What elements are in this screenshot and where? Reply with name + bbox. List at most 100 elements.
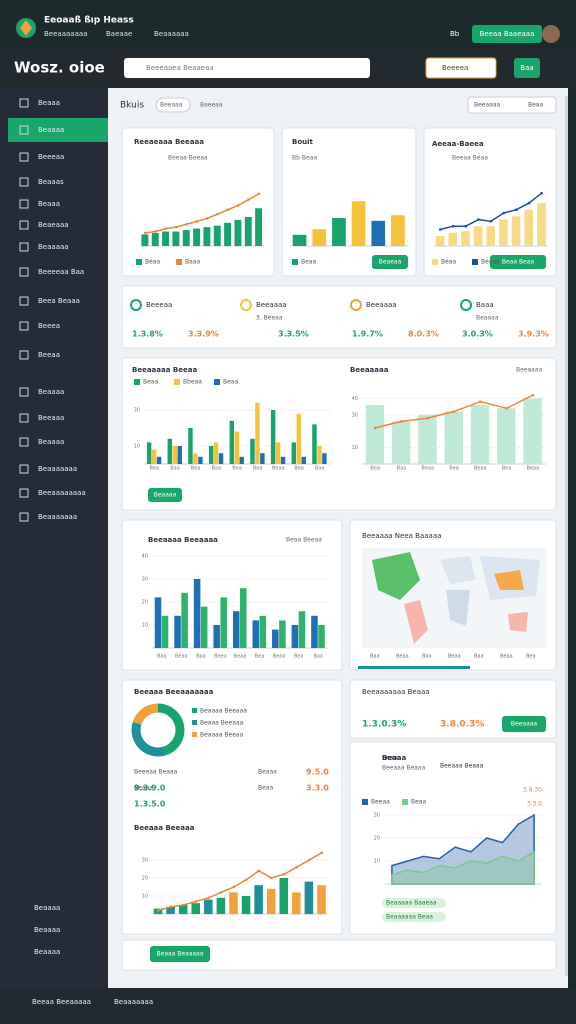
- bar: [280, 456, 286, 464]
- stat-value: 8.0.3%: [408, 330, 439, 339]
- line-point: [182, 903, 185, 907]
- button[interactable]: [472, 25, 542, 43]
- line-point: [295, 865, 298, 869]
- bar: [151, 449, 157, 464]
- sidebar-bottom-item[interactable]: Beaaaa: [34, 904, 60, 912]
- legend-label: Beeaa: [371, 799, 390, 806]
- bar: [241, 896, 251, 914]
- bar: [244, 217, 252, 246]
- bar: [275, 442, 281, 464]
- button[interactable]: [372, 255, 408, 269]
- button[interactable]: [502, 716, 546, 732]
- legend-swatch: [472, 259, 478, 265]
- x-tick-label: Beaa: [527, 466, 540, 472]
- sidebar-item[interactable]: Beea Beaaa: [38, 297, 80, 305]
- filter-dropdown[interactable]: [425, 57, 497, 79]
- sidebar-bottom-item[interactable]: Beaaaa: [34, 948, 60, 956]
- sidebar-item[interactable]: Beaaaa: [38, 438, 64, 446]
- bar: [317, 885, 326, 914]
- line-point: [527, 201, 531, 205]
- y-tick-label: 20: [142, 600, 148, 606]
- bar: [292, 234, 307, 246]
- sort-box[interactable]: [467, 96, 557, 114]
- sidebar-item[interactable]: Beaaa: [38, 99, 60, 107]
- map-region: [494, 570, 524, 590]
- x-tick-label: Beea: [214, 654, 227, 660]
- line-point: [320, 851, 324, 855]
- stat-value: 3.3.5%: [278, 330, 309, 339]
- sidebar-icon: [19, 437, 29, 447]
- sidebar-item[interactable]: Beaaaaa: [38, 243, 69, 251]
- sidebar-item[interactable]: Beaeaaa: [38, 221, 69, 229]
- sidebar-item[interactable]: Beeeeaa Baa: [38, 268, 84, 276]
- bar: [151, 232, 159, 246]
- sidebar-item[interactable]: Beeea: [38, 322, 60, 330]
- sidebar-item[interactable]: Beeaa: [38, 351, 60, 359]
- line-point: [464, 224, 467, 228]
- line-point: [439, 228, 442, 231]
- avatar[interactable]: [542, 25, 560, 43]
- bar: [322, 453, 327, 464]
- sidebar-item[interactable]: Beaaaaaaa: [38, 513, 77, 521]
- bar: [234, 431, 239, 464]
- bar: [162, 231, 170, 246]
- header-tab[interactable]: Beeaaaaaaa: [44, 30, 87, 38]
- y-tick-label: 10: [142, 623, 148, 629]
- sidebar-icon: [19, 413, 29, 423]
- tab[interactable]: [155, 97, 191, 113]
- legend-label: Beaa: [223, 379, 238, 386]
- sidebar-item[interactable]: Beeeaa: [38, 153, 64, 161]
- chart-title: Reeaeaaa Beeaaa: [134, 138, 204, 146]
- sidebar-item[interactable]: Beeaaaaaaaa: [38, 489, 86, 497]
- sidebar-icon: [19, 488, 29, 498]
- bar: [224, 222, 232, 246]
- y-tick-label: 20: [374, 836, 380, 842]
- bar: [291, 625, 299, 648]
- line-point: [216, 212, 219, 216]
- search-box[interactable]: [124, 58, 370, 78]
- line-point: [185, 222, 188, 226]
- donut-stat-value: 3.3.0: [306, 784, 329, 793]
- sidebar-item[interactable]: Beaaaaaaa: [38, 465, 77, 473]
- button[interactable]: [490, 255, 546, 269]
- bar: [204, 899, 213, 914]
- tag-label: Beaaaaa Baaeaa: [386, 900, 437, 907]
- bar: [188, 428, 193, 464]
- bar: [254, 885, 263, 914]
- header-tab[interactable]: Beaaaaaa: [154, 30, 189, 38]
- sidebar: [0, 88, 108, 1024]
- chart-subtitle: Beaa Beeaa: [286, 537, 322, 544]
- bottom-button-label: Beaaa Beaaaaa: [157, 951, 204, 958]
- sidebar-icon: [19, 350, 29, 360]
- line-point: [502, 211, 505, 215]
- bar: [317, 446, 322, 464]
- button[interactable]: [148, 488, 182, 502]
- sidebar-icon: [19, 242, 29, 252]
- sidebar-icon: [19, 152, 29, 162]
- tab-label: Beeaaa: [160, 102, 183, 109]
- line-point: [373, 426, 377, 430]
- sidebar-item[interactable]: Beaaaa: [38, 126, 64, 134]
- button[interactable]: [514, 58, 540, 78]
- scrollbar[interactable]: [565, 96, 568, 976]
- sidebar-item[interactable]: Beeaaa: [38, 414, 64, 422]
- button[interactable]: [150, 946, 210, 962]
- sidebar-item[interactable]: Beaaas: [38, 178, 64, 186]
- legend-label: Beaaa Beeaaa: [200, 720, 244, 727]
- bar: [537, 203, 546, 246]
- chart-title: Beeaaaaa Beeaa: [132, 366, 197, 374]
- donut-stat-label: Beaa: [258, 785, 273, 792]
- sidebar-active: [8, 118, 108, 142]
- bar: [371, 220, 386, 246]
- header-code: Bb: [450, 30, 460, 38]
- stat-icon: [130, 299, 142, 311]
- x-tick-label: Baa: [157, 654, 167, 660]
- sidebar-item[interactable]: Beaaaa: [38, 388, 64, 396]
- sidebar-bottom-item[interactable]: Beaaaa: [34, 926, 60, 934]
- sidebar-item[interactable]: Beaaa: [38, 200, 60, 208]
- legend-swatch: [192, 732, 197, 737]
- bar: [292, 892, 301, 914]
- header-tab[interactable]: Baeaae: [106, 30, 132, 38]
- map-region: [446, 590, 470, 626]
- filter-label: Beeeea: [442, 64, 468, 72]
